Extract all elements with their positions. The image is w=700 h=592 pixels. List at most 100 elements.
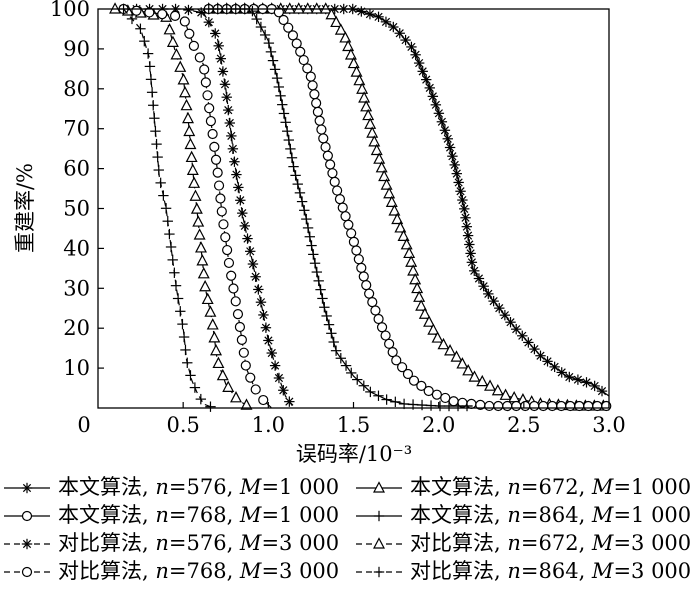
data-point <box>373 11 384 23</box>
data-point <box>413 57 425 69</box>
data-point <box>194 52 205 63</box>
data-point <box>342 39 355 52</box>
data-point <box>535 350 546 361</box>
data-point <box>273 81 285 93</box>
data-point <box>269 360 281 371</box>
data-point <box>301 2 314 14</box>
data-point <box>185 370 196 381</box>
data-point <box>476 374 489 387</box>
data-point <box>213 180 225 191</box>
data-point <box>226 270 237 281</box>
data-point <box>511 400 522 412</box>
data-point <box>229 156 240 167</box>
data-point <box>222 380 235 392</box>
data-point <box>288 161 299 172</box>
data-point <box>247 5 258 17</box>
data-point <box>177 318 188 330</box>
x-tick-label: 1.0 <box>252 413 285 437</box>
y-tick-label: 20 <box>63 316 90 340</box>
data-point <box>358 271 369 282</box>
data-point <box>453 177 464 188</box>
data-point <box>164 228 175 240</box>
data-point <box>409 272 422 285</box>
data-point <box>233 182 244 193</box>
data-point <box>416 399 428 411</box>
data-point <box>296 196 308 207</box>
data-point <box>427 323 440 335</box>
data-point <box>182 357 193 368</box>
data-point <box>142 48 154 59</box>
data-point <box>375 161 388 173</box>
data-point <box>299 205 310 216</box>
data-point <box>413 290 426 302</box>
data-point <box>180 344 191 356</box>
data-point <box>237 207 248 219</box>
y-tick-label: 60 <box>63 157 90 181</box>
data-point <box>462 364 475 376</box>
y-tick-label: 40 <box>63 236 90 260</box>
data-point <box>180 98 193 111</box>
data-point <box>217 66 229 77</box>
data-point <box>370 143 383 156</box>
data-point <box>189 189 202 201</box>
legend-item: 本文算法, n=672, M=1 000 <box>356 475 691 499</box>
data-point <box>556 400 567 412</box>
legend-label: 本文算法, n=672, M=1 000 <box>410 475 691 499</box>
data-point <box>325 7 338 20</box>
data-point <box>473 273 485 284</box>
data-point <box>188 176 201 188</box>
data-point <box>457 194 468 206</box>
data-point <box>347 56 360 69</box>
data-point <box>583 400 594 412</box>
data-point <box>210 28 221 39</box>
data-point <box>309 258 321 269</box>
data-point <box>284 396 295 407</box>
data-point <box>266 347 277 359</box>
x-tick-label: 2.0 <box>422 413 455 437</box>
data-point <box>430 99 442 111</box>
data-point <box>174 60 187 72</box>
data-point <box>344 48 357 60</box>
data-point <box>444 344 457 356</box>
data-point <box>407 264 420 276</box>
data-point <box>330 15 343 28</box>
data-point <box>245 372 256 383</box>
data-point <box>263 37 275 49</box>
data-point <box>368 135 381 147</box>
data-point <box>367 297 378 308</box>
data-point <box>376 322 388 333</box>
data-point <box>251 13 262 25</box>
data-point <box>183 4 194 16</box>
legend-marker <box>373 537 385 549</box>
data-point <box>149 113 160 124</box>
data-point <box>170 48 183 60</box>
data-point <box>315 284 326 295</box>
data-point <box>259 29 271 41</box>
data-point <box>295 46 306 57</box>
data-point <box>510 323 522 335</box>
data-point <box>451 168 462 179</box>
data-point <box>424 82 435 94</box>
data-point <box>462 230 474 241</box>
data-point <box>204 305 217 317</box>
y-tick-label: 90 <box>63 37 90 61</box>
data-point <box>255 296 267 308</box>
data-point <box>309 89 320 100</box>
data-point <box>442 133 453 145</box>
data-point <box>210 343 223 356</box>
data-point <box>394 28 405 39</box>
data-point <box>285 143 296 155</box>
data-point <box>406 41 417 53</box>
data-point <box>228 283 239 294</box>
series-5 <box>118 3 295 409</box>
data-point <box>209 141 220 152</box>
data-point <box>402 368 414 380</box>
data-point <box>250 271 261 282</box>
data-point <box>358 91 371 103</box>
data-point <box>199 279 212 292</box>
y-tick-label: 30 <box>63 276 90 300</box>
data-point <box>322 150 333 161</box>
data-point <box>195 393 207 405</box>
data-point <box>148 100 159 111</box>
data-point <box>327 168 338 179</box>
